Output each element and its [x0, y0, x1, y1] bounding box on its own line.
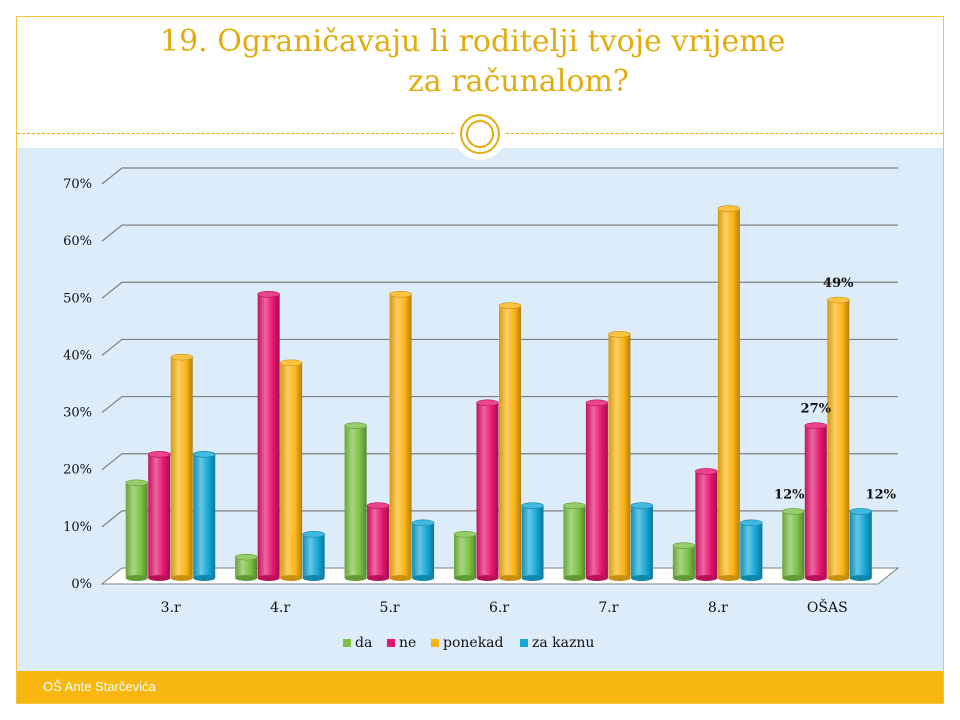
- bar-ne-3.r: [147, 450, 171, 581]
- x-tick-label: 7.r: [598, 600, 618, 616]
- footer-bar: OŠ Ante Starčevića: [17, 671, 943, 703]
- slide-title: 19. Ograničavaju li roditelji tvoje vrij…: [100, 22, 860, 102]
- bar-da-3.r: [125, 479, 149, 581]
- gridline: [101, 453, 898, 471]
- gridline: [101, 338, 898, 356]
- slide-frame: [16, 16, 944, 704]
- y-tick-label: 50%: [63, 291, 92, 306]
- bar-ponekad-7.r: [608, 330, 631, 581]
- ornament-inner-ring: [466, 120, 494, 148]
- bar-za-kaznu-7.r: [630, 502, 654, 581]
- legend-label: za kaznu: [532, 635, 594, 651]
- data-label: 49%: [823, 276, 854, 291]
- bar-ne-OŠAS: [804, 422, 828, 581]
- x-tick-label: 3.r: [161, 600, 181, 616]
- gridline: [101, 167, 898, 185]
- bar-za-kaznu-3.r: [192, 450, 216, 581]
- bar-za-kaznu-OŠAS: [849, 508, 873, 581]
- bar-ne-5.r: [366, 502, 390, 581]
- bar-ponekad-5.r: [389, 290, 412, 581]
- y-tick-label: 0%: [71, 577, 92, 592]
- gridline: [101, 224, 898, 242]
- legend-layer: da ne ponekad za kaznu: [343, 635, 594, 651]
- bar-da-OŠAS: [781, 508, 805, 581]
- y-tick-label: 30%: [63, 406, 92, 421]
- x-tick-label: OŠAS: [807, 598, 848, 616]
- y-tick-label: 70%: [63, 177, 92, 192]
- y-tick-label: 20%: [63, 463, 92, 478]
- y-tick-label: 60%: [63, 234, 92, 249]
- bar-da-4.r: [234, 553, 258, 581]
- bar-za-kaznu-6.r: [521, 502, 544, 581]
- bar-ponekad-8.r: [717, 205, 741, 581]
- x-tick-label: 6.r: [489, 600, 509, 616]
- legend-swatch: [387, 639, 395, 647]
- slide-title-line-1: 19. Ograničavaju li roditelji tvoje vrij…: [160, 24, 786, 59]
- y-tick-label: 10%: [63, 520, 92, 535]
- legend-swatch: [343, 639, 351, 647]
- gridline: [101, 281, 898, 299]
- axis-layer: 0% 10% 20% 30% 40% 50% 60% 70%: [63, 177, 92, 592]
- x-tick-label: 4.r: [270, 600, 290, 616]
- legend-item-da: da: [343, 635, 372, 651]
- bar-da-7.r: [563, 502, 586, 581]
- labels-layer: 3.r 4.r 5.r 6.r 7.r 8.r OŠAS 12% 27% 49% 12%: [161, 276, 897, 616]
- legend-label: ne: [399, 635, 416, 651]
- bar-da-5.r: [344, 422, 367, 581]
- bar-ponekad-4.r: [279, 359, 303, 581]
- legend-item-za-kaznu: za kaznu: [520, 635, 594, 651]
- legend-swatch: [431, 639, 439, 647]
- x-tick-label: 5.r: [380, 600, 400, 616]
- circle-ornament-icon: [456, 110, 504, 158]
- bar-za-kaznu-4.r: [302, 530, 325, 581]
- footer-text: OŠ Ante Starčevića: [43, 679, 156, 694]
- data-label: 12%: [774, 487, 805, 502]
- legend-item-ne: ne: [387, 635, 416, 651]
- legend-label: ponekad: [443, 635, 504, 651]
- bar-ne-6.r: [476, 399, 499, 581]
- bar-ponekad-3.r: [170, 353, 194, 581]
- bar-ne-8.r: [695, 468, 718, 581]
- bar-za-kaznu-5.r: [411, 519, 435, 581]
- bar-ne-4.r: [257, 290, 280, 581]
- legend-swatch: [520, 639, 528, 647]
- y-tick-label: 40%: [63, 348, 92, 363]
- bar-da-8.r: [672, 542, 696, 581]
- bar-za-kaznu-8.r: [740, 519, 763, 581]
- x-tick-label: 8.r: [708, 600, 728, 616]
- bar-da-6.r: [453, 530, 477, 581]
- gridline: [101, 395, 898, 414]
- slide-title-line-2: za računalom?: [408, 64, 629, 99]
- bars-layer: [125, 205, 873, 581]
- data-label: 27%: [801, 402, 832, 417]
- legend-label: da: [355, 635, 372, 651]
- data-label: 12%: [866, 487, 897, 502]
- bar-ne-7.r: [585, 399, 609, 581]
- bar-ponekad-OŠAS: [826, 296, 850, 581]
- ornament-outer-ring: [460, 114, 500, 154]
- bar-ponekad-6.r: [498, 302, 522, 581]
- legend-item-ponekad: ponekad: [431, 635, 504, 651]
